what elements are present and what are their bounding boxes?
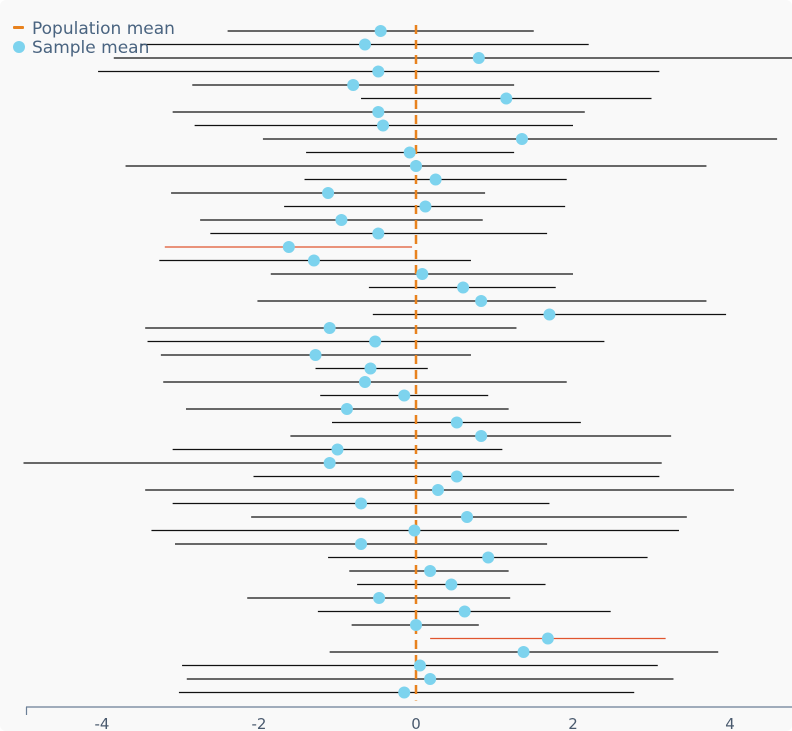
sample-mean-dot <box>309 349 322 361</box>
sample-mean-dot <box>373 592 386 604</box>
x-tick-label: -4 <box>95 715 110 731</box>
sample-mean-dot <box>543 308 556 321</box>
sample-mean-dot <box>461 511 474 523</box>
sample-mean-dot <box>403 146 416 159</box>
sample-mean-dot <box>335 214 348 226</box>
sample-mean-dot <box>398 389 411 402</box>
x-tick-label: 4 <box>725 715 735 731</box>
sample-mean-dot <box>517 646 530 658</box>
sample-mean-dot <box>450 470 463 483</box>
sample-mean-dot <box>475 430 488 442</box>
sample-mean-dot <box>355 497 368 510</box>
sample-mean-dot <box>500 92 513 105</box>
sample-mean-dot <box>369 335 382 348</box>
sample-mean-dot <box>424 673 437 685</box>
sample-mean-dot <box>419 200 432 213</box>
sample-mean-dot <box>282 241 295 253</box>
x-tick-label: -2 <box>252 715 267 731</box>
sample-mean-dot <box>413 659 426 672</box>
sample-mean-dot <box>431 484 444 496</box>
sample-mean-dot <box>372 106 385 118</box>
sample-mean-dot <box>398 686 411 699</box>
x-tick-label: 0 <box>411 715 421 731</box>
sample-mean-dot <box>410 160 422 172</box>
legend-population-mean-swatch <box>13 26 24 29</box>
sample-mean-dot <box>355 538 368 550</box>
sample-mean-dot <box>358 376 371 388</box>
sample-mean-dot <box>457 281 470 294</box>
x-tick-label: 2 <box>568 715 578 731</box>
sample-mean-dot <box>445 578 458 591</box>
sample-mean-dot <box>541 632 554 645</box>
sample-mean-dot <box>323 457 336 469</box>
x-axis: -4 -2 0 2 4 <box>25 706 792 731</box>
sample-mean-dot <box>429 173 442 186</box>
sample-mean-dot <box>322 187 335 199</box>
sample-mean-dot <box>377 119 390 132</box>
sample-mean-dot <box>458 605 471 618</box>
sample-mean-dot <box>372 65 385 78</box>
intervals-layer <box>23 30 792 694</box>
sample-mean-dot <box>364 362 377 375</box>
sample-mean-dot <box>482 551 495 564</box>
sample-mean-dot <box>416 268 429 280</box>
sample-mean-dot <box>475 295 488 307</box>
sample-mean-dot <box>374 25 387 37</box>
legend: Population mean Sample mean <box>13 19 175 58</box>
sample-mean-dot <box>372 227 385 240</box>
sample-mean-dots-layer <box>282 25 556 699</box>
sample-mean-dot <box>358 38 371 51</box>
legend-population-mean-label: Population mean <box>32 19 175 39</box>
sample-mean-dot <box>410 619 422 631</box>
sample-mean-dot <box>331 443 344 456</box>
sample-mean-dot <box>424 565 437 577</box>
sample-mean-dot <box>307 254 320 267</box>
legend-sample-mean-swatch <box>13 41 25 53</box>
sample-mean-dot <box>347 79 360 91</box>
sample-mean-dot <box>408 524 421 537</box>
sample-mean-dot <box>340 403 353 415</box>
legend-sample-mean-label: Sample mean <box>32 38 149 58</box>
sample-mean-dot <box>515 133 528 145</box>
sample-mean-dot <box>472 52 485 64</box>
sample-mean-dot <box>323 322 336 334</box>
sample-mean-dot <box>450 416 463 429</box>
